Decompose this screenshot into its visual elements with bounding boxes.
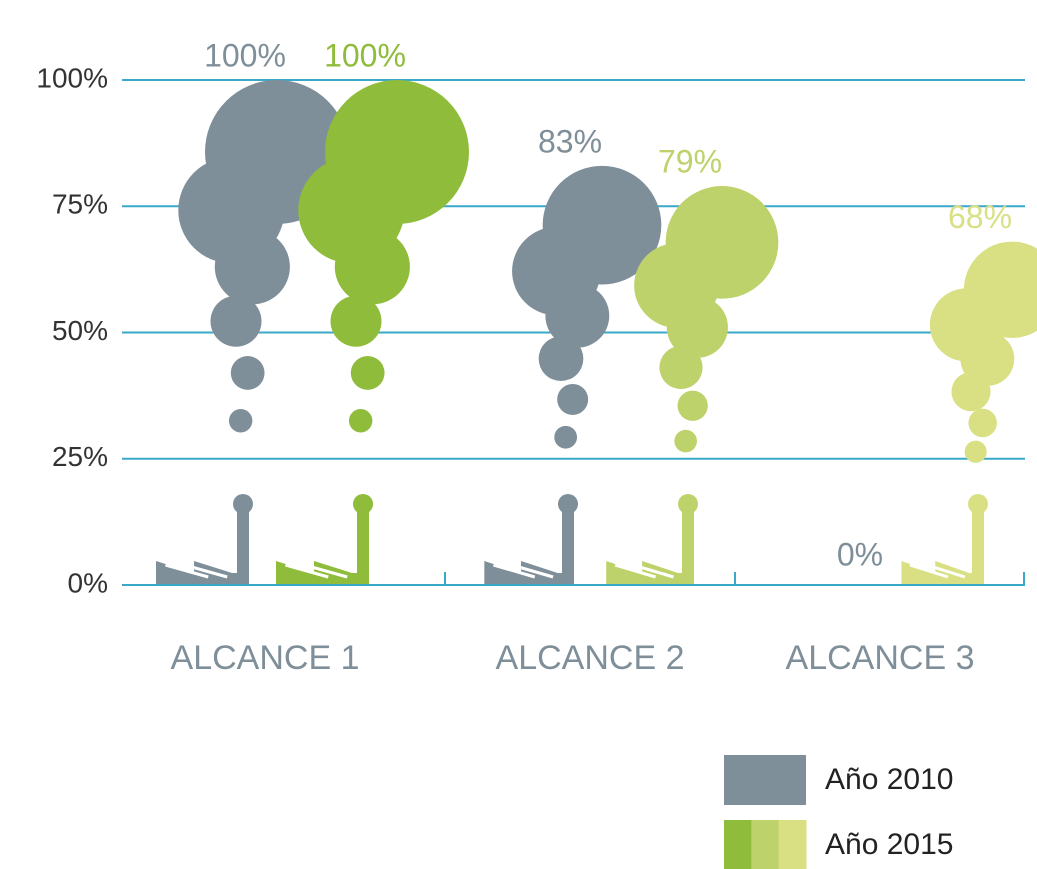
legend-label: Año 2010	[825, 763, 953, 796]
y-tick-label: 0%	[68, 567, 108, 598]
smoke-bar	[901, 242, 1037, 585]
y-tick-label: 100%	[36, 62, 108, 93]
smoke-puff	[349, 409, 372, 432]
x-tick-label: ALCANCE 3	[786, 639, 975, 677]
chart: 0% 25% 50% 75% 100% ALCANCE 1 100% 100% ALCANCE …	[0, 0, 1037, 869]
smoke-puff	[965, 441, 987, 463]
factory	[484, 508, 574, 585]
legend-swatch	[779, 820, 807, 869]
value-label: 83%	[538, 123, 602, 159]
factory	[901, 508, 984, 585]
legend-swatch	[724, 755, 806, 805]
x-tick-label: ALCANCE 2	[496, 639, 685, 677]
value-label: 79%	[658, 144, 722, 180]
chimney-top	[678, 494, 698, 514]
smoke-puff	[674, 430, 697, 453]
smoke-puff	[557, 384, 588, 415]
value-label: 100%	[324, 37, 406, 73]
smoke-bar	[484, 166, 661, 585]
smoke-puff	[231, 356, 265, 390]
chimney-top	[233, 494, 253, 514]
smoke-puff	[325, 80, 469, 224]
smoke-puff	[968, 409, 996, 437]
value-label: 68%	[948, 199, 1012, 235]
value-label: 0%	[837, 536, 883, 572]
factory	[276, 508, 369, 585]
y-tick-label: 50%	[52, 315, 108, 346]
smoke-puff	[351, 356, 385, 390]
factory	[156, 508, 249, 585]
value-label: 100%	[204, 37, 286, 73]
smoke-puff	[666, 186, 779, 299]
y-tick-label: 75%	[52, 189, 108, 220]
smoke-puff	[229, 409, 252, 432]
factory	[606, 508, 694, 585]
smoke-puff	[678, 391, 708, 421]
y-tick-label: 25%	[52, 441, 108, 472]
chimney-top	[558, 494, 578, 514]
smoke-puff	[554, 426, 577, 449]
legend-swatch	[751, 820, 779, 869]
chimney-top	[353, 494, 373, 514]
chimney-top	[968, 494, 988, 514]
legend-swatch	[724, 820, 752, 869]
legend-label: Año 2015	[825, 828, 953, 861]
x-tick-label: ALCANCE 1	[171, 639, 360, 677]
